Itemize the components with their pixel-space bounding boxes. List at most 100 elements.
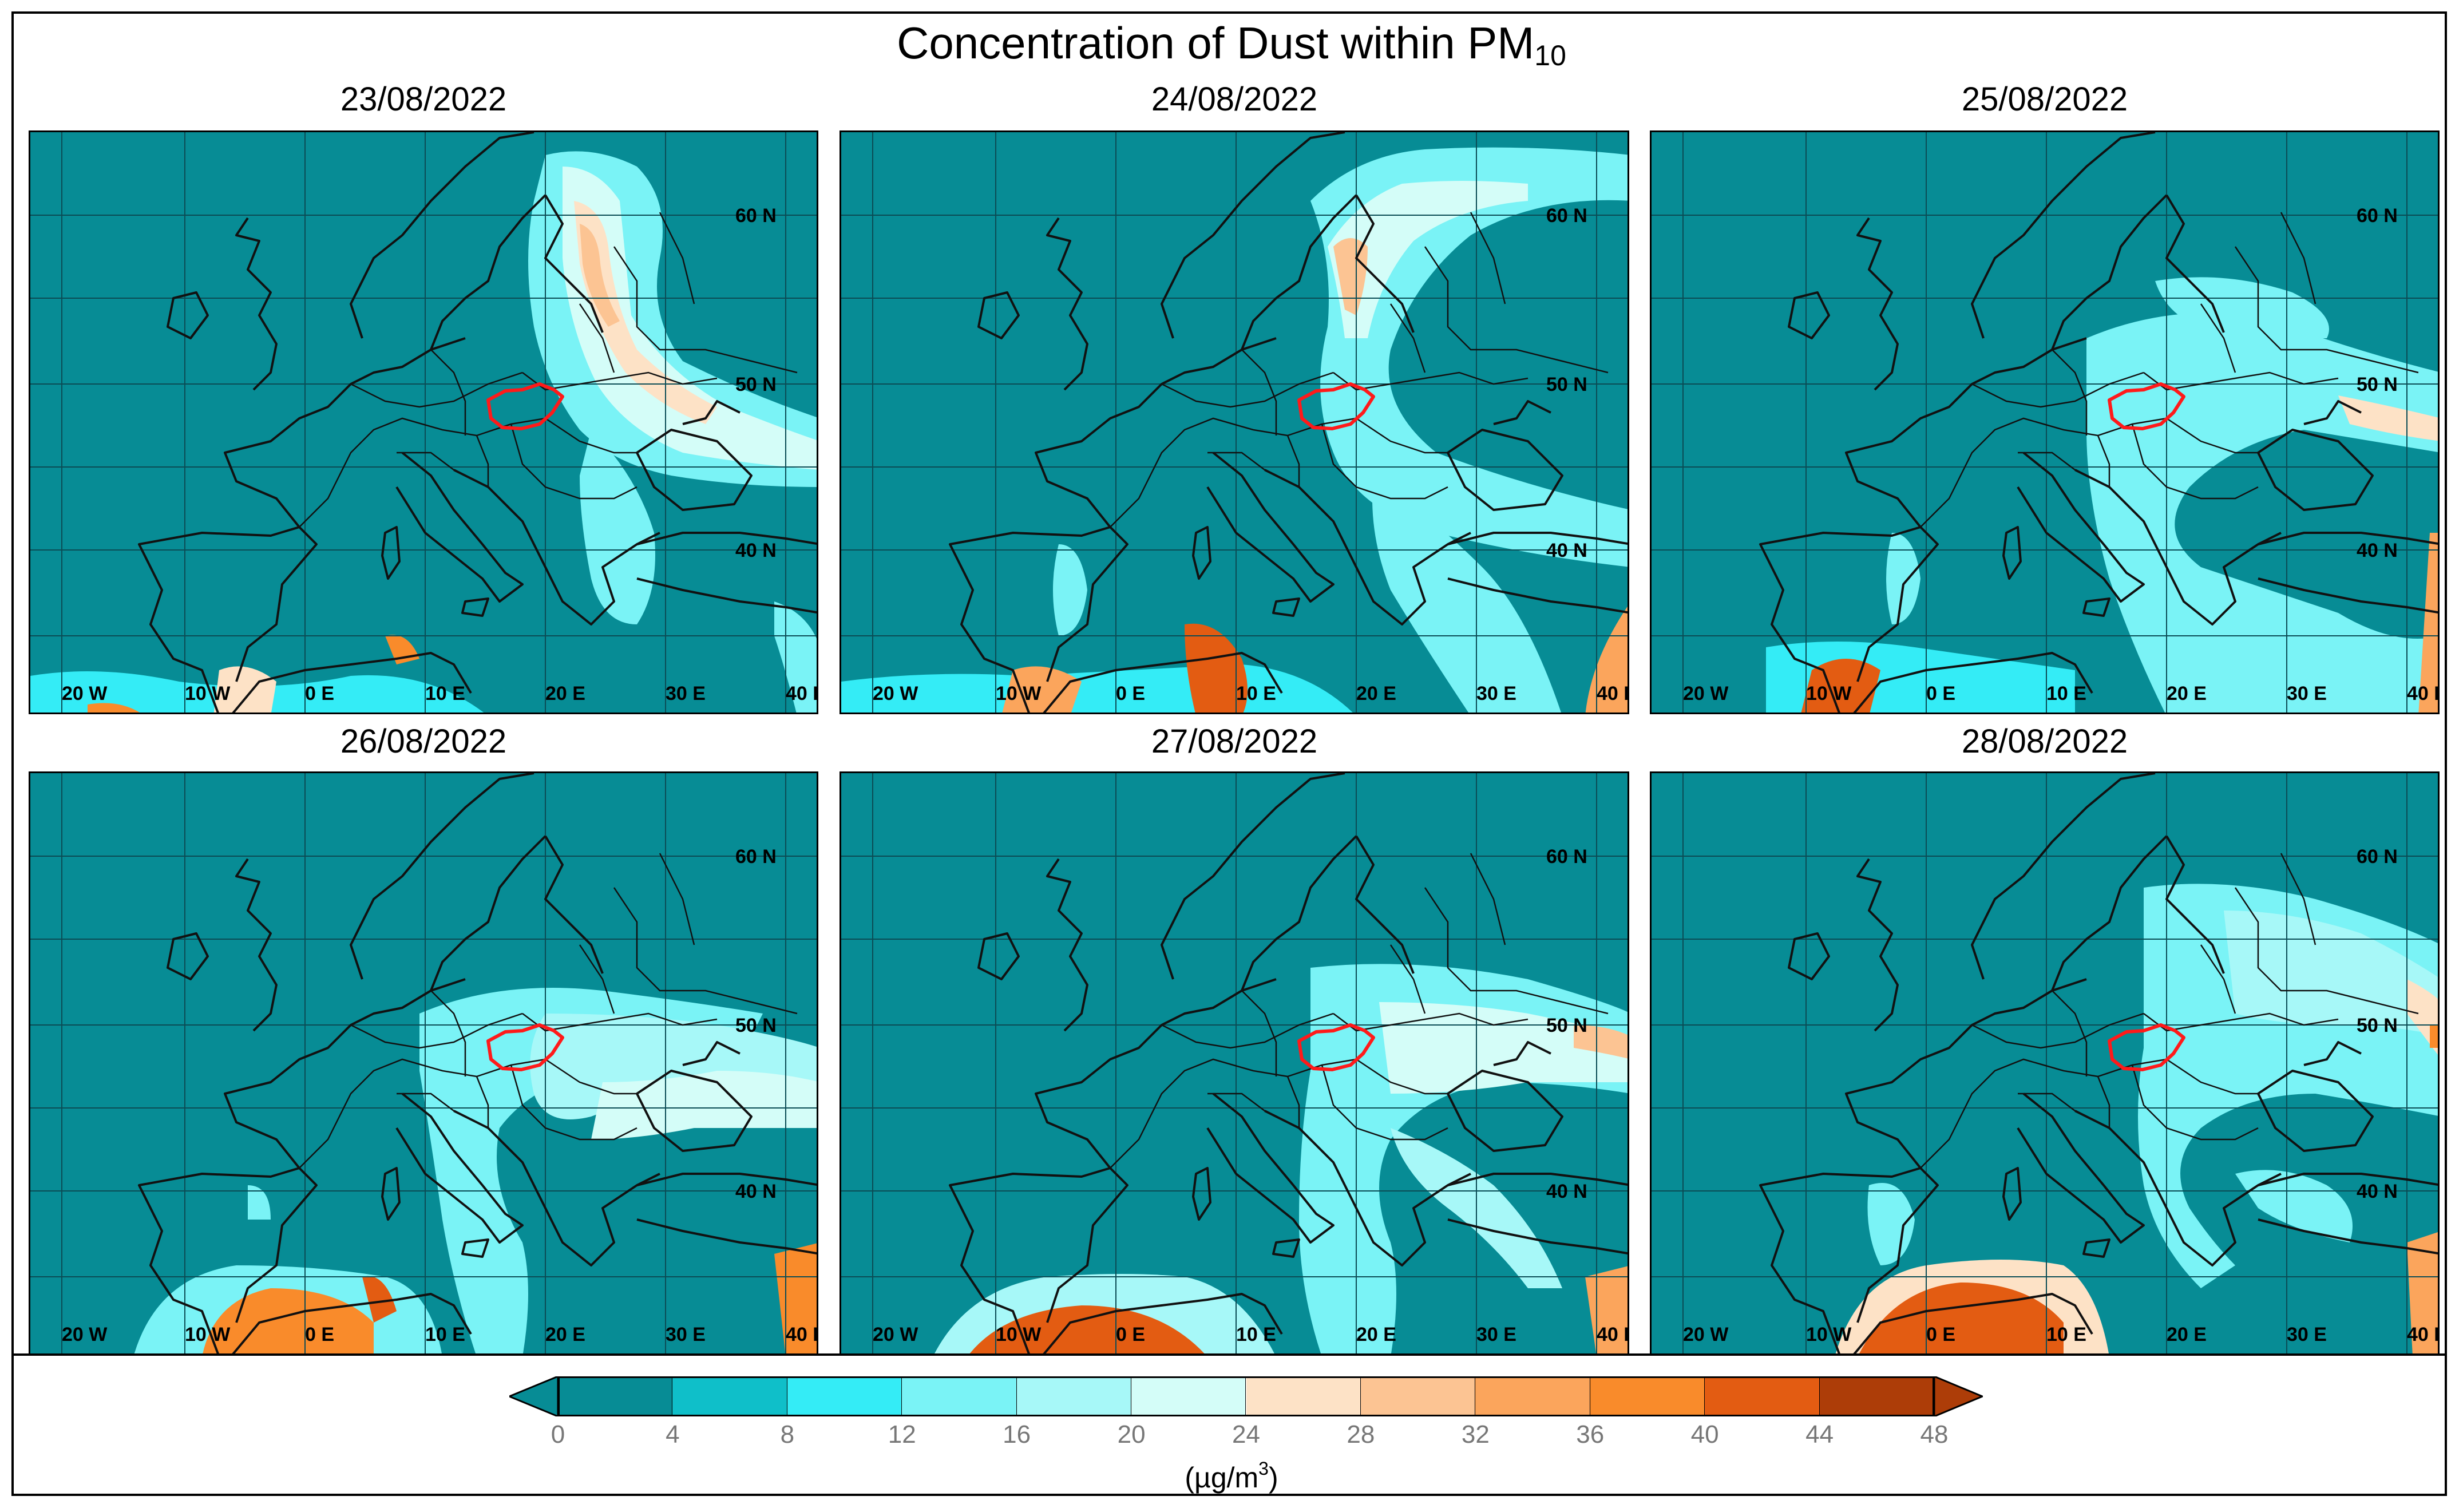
colorbar-tick-label: 48 [1920,1420,1949,1448]
country-border [2280,853,2317,945]
coastline [224,337,466,528]
longitude-label: 10 W [185,683,231,704]
country-border [2280,212,2317,304]
longitude-label: 0 E [305,683,334,704]
latitude-label: 60 N [2357,846,2398,868]
coastline [2082,1238,2110,1258]
coastline [544,194,604,333]
coastline [350,773,534,980]
longitude-label: 30 E [1476,683,1516,704]
map-canvas: 20 W 10 W 0 E 10 E 20 E 30 E 40 E 60 N 50 N 40 N [1652,773,2440,1353]
colorbar-tick-label: 8 [780,1420,795,1448]
colorbar-unit: (µg/m3) [0,1458,2463,1494]
colorbar-over-arrow [1934,1376,1983,1416]
unit-prefix: (µg/m [1185,1462,1259,1494]
coastline [2002,1167,2022,1221]
country-border [2097,435,2110,487]
map-canvas: 20 W 10 W 0 E 10 E 20 E 30 E 40 E 60 N 50 N 40 N [1652,132,2438,713]
coastline [1355,835,1415,974]
coastline [1447,429,1563,511]
coastline [1206,1093,1335,1244]
map-canvas: 20 W 10 W 0 E 10 E 20 E 30 E 40 E 60 N 50 N 40 N [841,132,1628,713]
country-border [1920,1058,2167,1169]
longitude-label: 20 W [873,1324,918,1345]
latitude-label: 50 N [2357,374,2398,395]
country-border [2166,417,2258,454]
longitude-label: 10 E [1236,683,1276,704]
latitude-label: 50 N [1546,374,1587,395]
country-border [510,1064,637,1141]
coastline [235,217,278,391]
country-border [350,371,523,408]
coastline [235,858,278,1032]
country-border [2097,1076,2110,1128]
dust-plume-area [2338,395,2438,441]
country-border [2234,887,2419,1015]
longitude-label: 20 E [1356,1324,1396,1345]
coastline [232,1293,472,1353]
coastline [138,526,318,713]
coastline [1264,469,1471,626]
coastline [1856,217,1899,391]
latitude-label: 40 N [2357,1181,2398,1202]
country-border [2018,1093,2076,1111]
colorbar-segment [1131,1376,1246,1416]
country-border [613,246,798,374]
coastline [381,1167,401,1221]
country-border [545,1058,637,1095]
hungary-outline [2108,382,2185,430]
latitude-label: 60 N [1546,846,1587,868]
title-text: Concentration of Dust within PM [897,18,1535,68]
longitude-label: 20 W [1683,1324,1729,1345]
latitude-label: 60 N [735,205,777,227]
coastline [682,400,741,425]
country-border [1241,990,1277,1076]
coastline [2074,1110,2282,1266]
country-border [430,349,466,436]
country-border [1424,887,1609,1015]
colorbar-tick-label: 24 [1232,1420,1260,1448]
coastline [682,1041,741,1066]
dust-plume-area [1002,666,1082,713]
latitude-label: 50 N [735,374,777,395]
coastline [977,291,1020,339]
country-border [2234,246,2419,374]
country-border [1389,303,1426,373]
coastline [2074,469,2282,626]
longitude-label: 40 E [786,1324,818,1345]
dust-plume-area [2235,1170,2353,1242]
coastline [636,532,817,545]
dust-plume-area [969,1305,1205,1353]
country-border [1333,371,1529,391]
colorbar-segment [902,1376,1017,1416]
colorbar-segment [672,1376,787,1416]
longitude-label: 10 E [1236,1324,1276,1345]
hungary-outline [1297,382,1375,430]
coastline [2258,1173,2438,1186]
hungary-outline [2108,1023,2185,1071]
panel-date: 28/08/2022 [1961,723,2128,760]
colorbar-tick-label: 44 [1805,1420,1834,1448]
coastline [1845,978,2087,1169]
country-border [579,944,615,1014]
longitude-label: 10 W [996,683,1042,704]
latitude-label: 40 N [2357,540,2398,561]
colorbar-tick-label: 0 [551,1420,565,1448]
coastline [1264,1110,1471,1266]
country-border [350,1012,523,1049]
colorbar-tick-label: 40 [1690,1420,1719,1448]
coastline [977,932,1020,980]
coastline [1046,217,1088,391]
colorbar-tick-label: 20 [1117,1420,1146,1448]
coastline [636,1070,753,1152]
colorbar-tick-label: 36 [1576,1420,1605,1448]
latitude-label: 60 N [1546,205,1587,227]
dust-plume-area [1333,238,1368,315]
coastline [1043,652,1283,713]
coastline [461,597,489,617]
coastline [1241,835,1357,991]
longitude-label: 40 E [2407,1324,2440,1345]
longitude-label: 0 E [1116,1324,1145,1345]
coastline [430,835,547,991]
longitude-label: 10 E [2046,1324,2086,1345]
